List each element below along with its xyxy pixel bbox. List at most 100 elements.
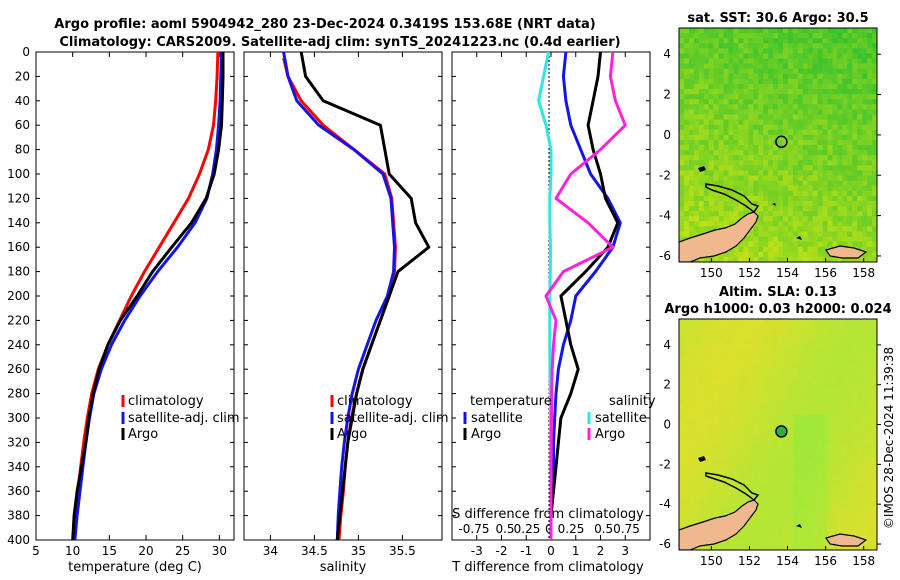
heatmap-cell [713, 43, 720, 49]
heatmap-cell [797, 200, 804, 207]
heatmap-cell [852, 519, 858, 526]
heatmap-cell [787, 449, 794, 456]
heatmap-cell [817, 439, 824, 446]
heatmap-cell [718, 28, 725, 34]
heatmap-cell [792, 190, 799, 197]
heatmap-cell [827, 33, 834, 39]
heatmap-cell [782, 434, 789, 441]
heatmap-cell [862, 384, 868, 390]
heatmap-cell [743, 444, 749, 451]
heatmap-cell [832, 334, 838, 340]
heatmap-cell [832, 454, 838, 461]
heatmap-cell [768, 195, 774, 202]
heatmap-cell [867, 150, 873, 156]
heatmap-cell [768, 509, 774, 516]
heatmap-cell [708, 114, 715, 121]
heatmap-cell [758, 479, 764, 486]
heatmap-cell [822, 539, 829, 546]
heatmap-cell [683, 28, 690, 34]
heatmap-cell [797, 454, 804, 461]
heatmap-cell [792, 379, 799, 385]
heatmap-cell [768, 439, 774, 446]
heatmap-cell [862, 469, 868, 476]
heatmap-cell [837, 329, 843, 335]
heatmap-cell [787, 524, 794, 531]
heatmap-cell [782, 83, 789, 90]
heatmap-cell [802, 469, 809, 476]
heatmap-cell [743, 369, 749, 375]
heatmap-cell [778, 99, 784, 105]
heatmap-cell [862, 119, 868, 126]
heatmap-cell [812, 339, 819, 345]
heatmap-cell [837, 236, 843, 243]
heatmap-cell [847, 394, 853, 400]
heatmap-cell [688, 379, 695, 385]
heatmap-cell [872, 241, 877, 248]
heatmap-cell [703, 185, 710, 192]
heatmap-cell [822, 129, 829, 136]
heatmap-cell [713, 185, 720, 192]
heatmap-cell [683, 469, 690, 476]
heatmap-cell [763, 94, 769, 100]
heatmap-cell [817, 509, 824, 516]
heatmap-cell [802, 139, 809, 146]
heatmap-cell [778, 484, 784, 491]
heatmap-cell [733, 334, 739, 340]
heatmap-cell [842, 329, 848, 335]
heatmap-cell [679, 349, 685, 355]
heatmap-cell [693, 78, 700, 85]
heatmap-cell [837, 489, 843, 496]
heatmap-cell [807, 364, 814, 370]
heatmap-cell [787, 529, 794, 536]
heatmap-cell [683, 419, 690, 426]
heatmap-cell [748, 539, 754, 546]
heatmap-cell [867, 58, 873, 65]
heatmap-cell [768, 399, 774, 405]
heatmap-cell [802, 529, 809, 536]
heatmap-cell [862, 195, 868, 202]
heatmap-cell [698, 364, 705, 370]
heatmap-cell [738, 124, 744, 131]
heatmap-cell [728, 404, 735, 410]
sla-heatmap-cells [679, 319, 877, 550]
heatmap-cell [792, 134, 799, 141]
heatmap-cell [773, 43, 779, 49]
heatmap-cell [713, 509, 720, 516]
heatmap-cell [703, 48, 710, 55]
heatmap-cell [872, 544, 877, 550]
heatmap-cell [723, 369, 730, 375]
heatmap-cell [832, 459, 838, 466]
heatmap-cell [807, 68, 814, 75]
heatmap-cell [822, 389, 829, 395]
heatmap-cell [817, 104, 824, 110]
heatmap-cell [802, 99, 809, 105]
heatmap-cell [773, 180, 779, 187]
heatmap-cell [698, 459, 705, 466]
heatmap-cell [797, 155, 804, 161]
heatmap-cell [842, 499, 848, 506]
heatmap-cell [738, 195, 744, 202]
heatmap-cell [708, 28, 715, 34]
heatmap-cell [713, 190, 720, 197]
heatmap-cell [778, 399, 784, 405]
heatmap-cell [832, 344, 838, 350]
heatmap-cell [827, 319, 834, 325]
heatmap-cell [733, 474, 739, 481]
heatmap-cell [698, 226, 705, 233]
heatmap-cell [847, 68, 853, 75]
heatmap-cell [797, 544, 804, 550]
heatmap-cell [827, 78, 834, 85]
heatmap-cell [679, 449, 685, 456]
heatmap-cell [837, 33, 843, 39]
heatmap-cell [698, 504, 705, 511]
heatmap-cell [842, 33, 848, 39]
heatmap-cell [703, 454, 710, 461]
heatmap-cell [797, 354, 804, 360]
heatmap-cell [758, 195, 764, 202]
heatmap-cell [807, 180, 814, 187]
heatmap-cell [728, 195, 735, 202]
heatmap-cell [782, 369, 789, 375]
heatmap-cell [857, 379, 863, 385]
heatmap-cell [842, 145, 848, 151]
heatmap-cell [748, 134, 754, 141]
